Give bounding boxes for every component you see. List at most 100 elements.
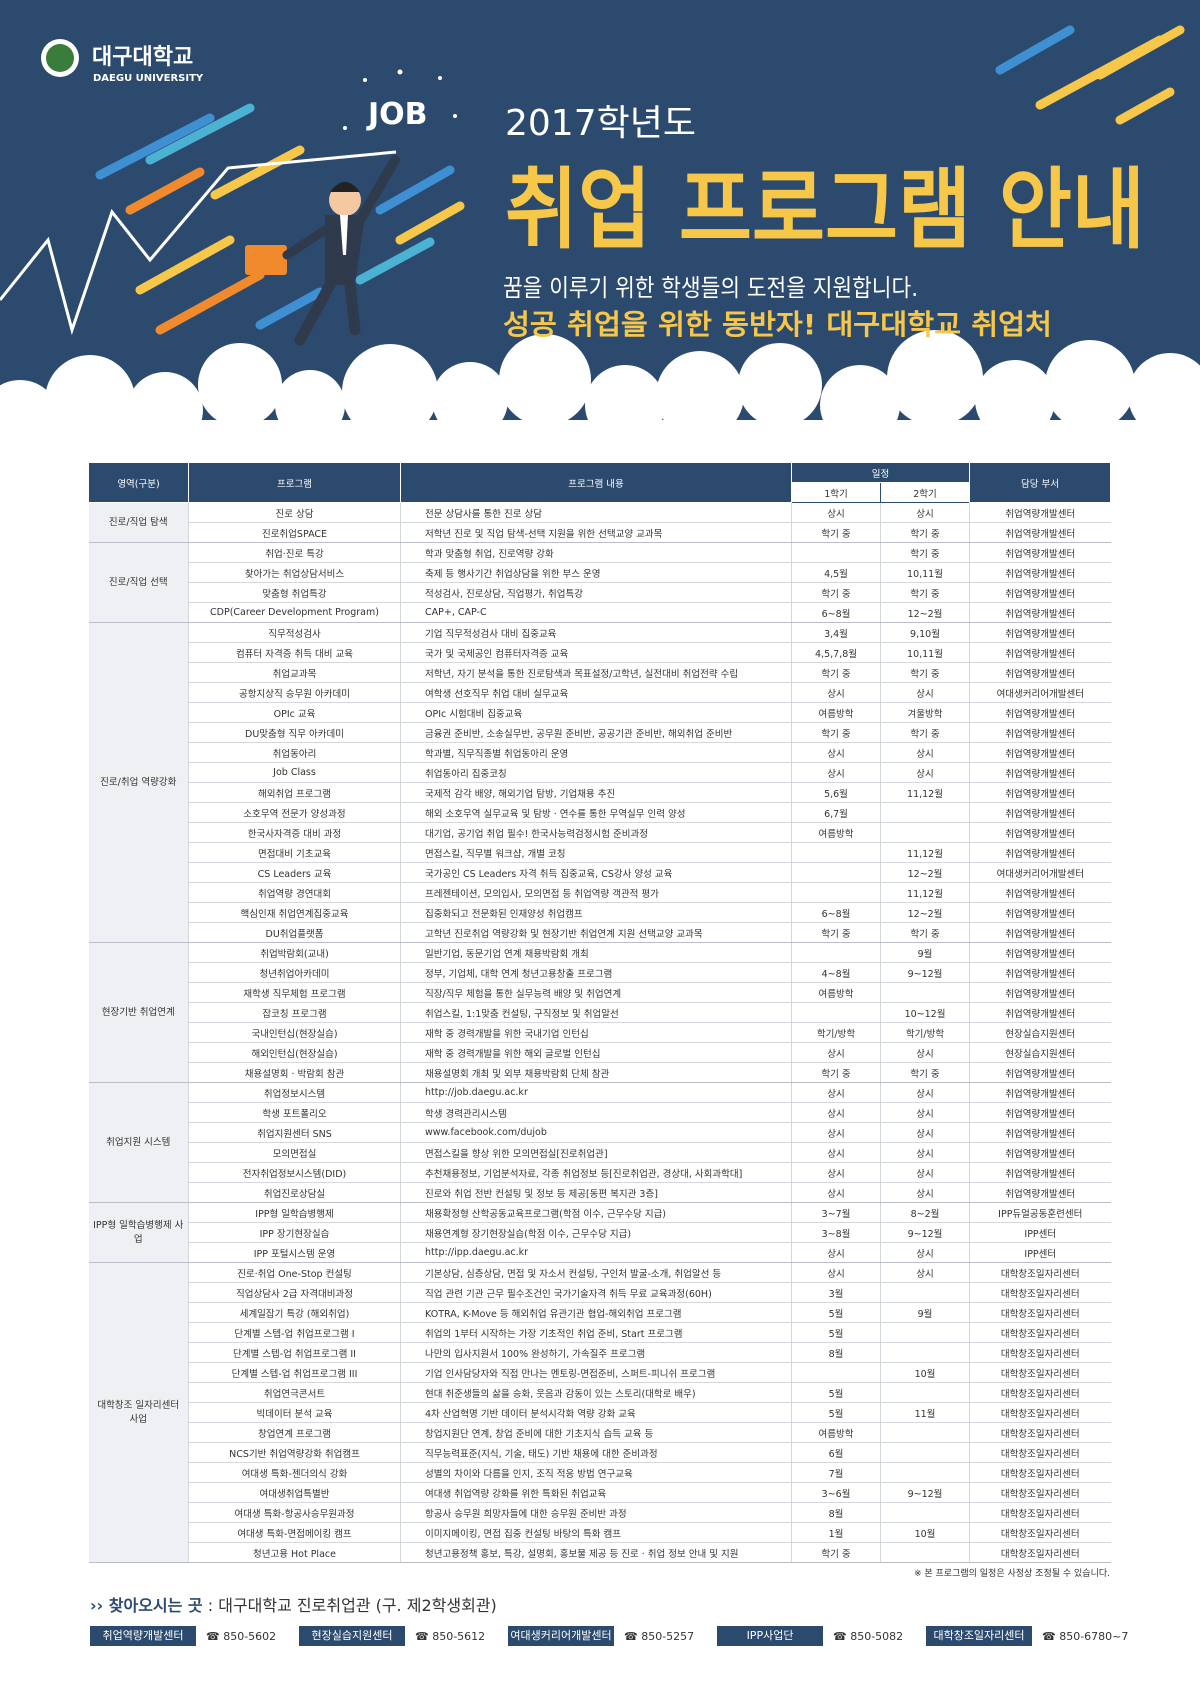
sem2-cell: 학기 중 (879, 542, 970, 563)
contact-phone: ☎ 850-5612 (415, 1629, 486, 1643)
university-en: DAEGU UNIVERSITY (93, 73, 204, 84)
sem1-cell (791, 842, 881, 863)
table-row: 핵심인재 취업연계집중교육 집중화되고 전문화된 인재양성 취업캠프 6~8월 12~… (89, 902, 1111, 923)
dept-cell: 취업역량개발센터 (969, 1002, 1111, 1023)
sem2-cell: 10,11월 (879, 562, 970, 583)
area-cell: 진로/직업 선택 (88, 542, 189, 623)
program-cell: 핵심인재 취업연계집중교육 (188, 902, 401, 923)
area-cell: 진로/직업 탐색 (88, 502, 189, 543)
year: 2017학년도 (505, 103, 696, 144)
dept-cell: 취업역량개발센터 (969, 582, 1111, 603)
sem2-cell: 12~2월 (879, 862, 970, 883)
table-row: 해외취업 프로그램 국제적 감각 배양, 해외기업 탐방, 기업채용 추진 5,6월… (89, 782, 1111, 803)
sem2-cell: 학기 중 (879, 922, 970, 943)
sem1-cell (791, 942, 881, 963)
program-cell: DU맞춤형 직무 아카데미 (188, 722, 401, 743)
contact: 여대생커리어개발센터 ☎ 850-5257 (508, 1626, 717, 1646)
sem1-cell: 6,7월 (791, 802, 881, 823)
content-cell: 정부, 기업체, 대학 연계 청년고용창출 프로그램 (400, 962, 792, 983)
content-cell: OPIc 시험대비 집중교육 (400, 702, 792, 723)
table-row: 전자취업정보시스템(DID) 추천채용정보, 기업분석자료, 각종 취업정보 등[… (89, 1162, 1111, 1183)
program-cell: 취업연극콘서트 (188, 1382, 401, 1403)
program-cell: 한국사자격증 대비 과정 (188, 822, 401, 843)
table-row: 모의면접실 면접스킬을 향상 위한 모의면접실[진로취업관] 상시 상시 취업역량개발센… (89, 1142, 1111, 1163)
content-cell: 현대 취준생들의 삶을 승화, 웃음과 감동이 있는 스토리(대학로 배우) (400, 1382, 792, 1403)
content-cell: 이미지메이킹, 면접 집중 컨설팅 바탕의 특화 캠프 (400, 1522, 792, 1543)
table-row: IPP 포털시스템 운영 http://ipp.daegu.ac.kr 상시 상시 IP… (89, 1242, 1111, 1263)
table-row: Job Class 취업동아리 집중코칭 상시 상시 취업역량개발센터 (89, 762, 1111, 783)
contact-phone: ☎ 850-6780~7 (1042, 1629, 1129, 1643)
contact-dept: 취업역량개발센터 (90, 1626, 196, 1646)
dept-cell: 대학창조일자리센터 (969, 1322, 1111, 1343)
hero: 대구대학교 DAEGU UNIVERSITY JOB 2017학년도 취업 프로… (0, 0, 1200, 450)
contact: 현장실습지원센터 ☎ 850-5612 (299, 1626, 508, 1646)
sem1-cell: 상시 (791, 1262, 881, 1283)
program-cell: 단계별 스텝-업 취업프로그램 I (188, 1322, 401, 1343)
program-cell: Job Class (188, 762, 401, 783)
table-row: 채용설명회 · 박람회 참관 채용설명회 개최 및 외부 채용박람회 단체 참관 학… (89, 1062, 1111, 1083)
program-cell: 취업지원센터 SNS (188, 1122, 401, 1143)
sem1-cell: 5,6월 (791, 782, 881, 803)
dept-cell: 취업역량개발센터 (969, 762, 1111, 783)
program-cell: 취업·진로 특강 (188, 542, 401, 563)
sem2-cell (879, 1422, 970, 1443)
sem1-cell: 학기 중 (791, 1062, 881, 1083)
program-cell: IPP형 일학습병행제 (188, 1202, 401, 1223)
sem1-cell (791, 862, 881, 883)
content-cell: 채용연계형 장기현장실습(학점 이수, 근무수당 지급) (400, 1222, 792, 1243)
dept-cell: 취업역량개발센터 (969, 622, 1111, 643)
program-cell: 취업진로상담실 (188, 1182, 401, 1203)
program-cell: 모의면접실 (188, 1142, 401, 1163)
sem2-cell: 8~2월 (879, 1202, 970, 1223)
dept-cell: 대학창조일자리센터 (969, 1422, 1111, 1443)
table-row: 여대생 특화-면접메이킹 캠프 이미지메이킹, 면접 집중 컨설팅 바탕의 특화 … (89, 1522, 1111, 1543)
table-row: 빅데이터 분석 교육 4차 산업혁명 기반 데이터 분석시각화 역량 강화 교육 5… (89, 1402, 1111, 1423)
content-cell: 진로와 취업 전반 컨설팅 및 정보 등 제공[동편 복지관 3층] (400, 1182, 792, 1203)
sem2-cell: 11,12월 (879, 842, 970, 863)
program-cell: 직무적성검사 (188, 622, 401, 643)
content-cell: 채용설명회 개최 및 외부 채용박람회 단체 참관 (400, 1062, 792, 1083)
dept-cell: 취업역량개발센터 (969, 1062, 1111, 1083)
table-row: 찾아가는 취업상담서비스 축제 등 행사기간 취업상담을 위한 부스 운영 4,5월… (89, 562, 1111, 583)
content-cell: KOTRA, K-Move 등 해외취업 유관기관 협업-해외취업 프로그램 (400, 1302, 792, 1323)
header-cell: 담당 부서 (969, 462, 1112, 503)
table-row: 취업역량 경연대회 프레젠테이션, 모의입사, 모의면접 등 취업역량 객관적 평… (89, 882, 1111, 903)
header-cell: 프로그램 내용 (400, 462, 792, 503)
program-cell: 창업연계 프로그램 (188, 1422, 401, 1443)
sem1-cell: 6월 (791, 1442, 881, 1463)
header-cell: 영역(구분) (88, 462, 189, 503)
dept-cell: 여대생커리어개발센터 (969, 682, 1111, 703)
sem2-cell (879, 1462, 970, 1483)
program-cell: NCS기반 취업역량강화 취업캠프 (188, 1442, 401, 1463)
dept-cell: 취업역량개발센터 (969, 782, 1111, 803)
dept-cell: 대학창조일자리센터 (969, 1362, 1111, 1383)
sem2-cell: 학기 중 (879, 722, 970, 743)
dept-cell: 취업역량개발센터 (969, 922, 1111, 943)
content-cell: 고학년 진로취업 역량강화 및 현장기반 취업연계 지원 선택교양 교과목 (400, 922, 792, 943)
dept-cell: 취업역량개발센터 (969, 662, 1111, 683)
dept-cell: 취업역량개발센터 (969, 882, 1111, 903)
sem2-cell: 9월 (879, 1302, 970, 1323)
sem1-cell (791, 882, 881, 903)
sem1-cell: 5월 (791, 1302, 881, 1323)
sem1-cell: 5월 (791, 1402, 881, 1423)
sem2-cell: 상시 (879, 1242, 970, 1263)
stripes (95, 25, 1185, 335)
table-row: 국내인턴십(현장실습) 재학 중 경력개발을 위한 국내기업 인턴십 학기/방학 학기… (89, 1022, 1111, 1043)
clouds (0, 330, 1200, 450)
sem1-cell: 5월 (791, 1382, 881, 1403)
program-cell: IPP 장기현장실습 (188, 1222, 401, 1243)
dept-cell: 취업역량개발센터 (969, 1182, 1111, 1203)
program-cell: 잡코칭 프로그램 (188, 1002, 401, 1023)
sem1-cell: 학기 중 (791, 922, 881, 943)
sem1-cell: 여름방학 (791, 982, 881, 1003)
sem2-cell: 11,12월 (879, 782, 970, 803)
table-row: 여대생 특화-항공사승무원과정 항공사 승무원 희망자들에 대한 승무원 준비반 … (89, 1502, 1111, 1523)
table-row: 진로/직업 선택 취업·진로 특강 학과 맞춤형 취업, 진로역량 강화 학기 중 취업… (88, 542, 1111, 623)
table-row: 세계일잡기 특강 (해외취업) KOTRA, K-Move 등 해외취업 유관기관… (89, 1302, 1111, 1323)
content-cell: http://ipp.daegu.ac.kr (400, 1242, 792, 1263)
dept-cell: 대학창조일자리센터 (969, 1482, 1111, 1503)
content-cell: 창업지원단 연계, 창업 준비에 대한 기초지식 습득 교육 등 (400, 1422, 792, 1443)
sem1-cell: 3월 (791, 1282, 881, 1303)
sem1-cell: 상시 (791, 1122, 881, 1143)
